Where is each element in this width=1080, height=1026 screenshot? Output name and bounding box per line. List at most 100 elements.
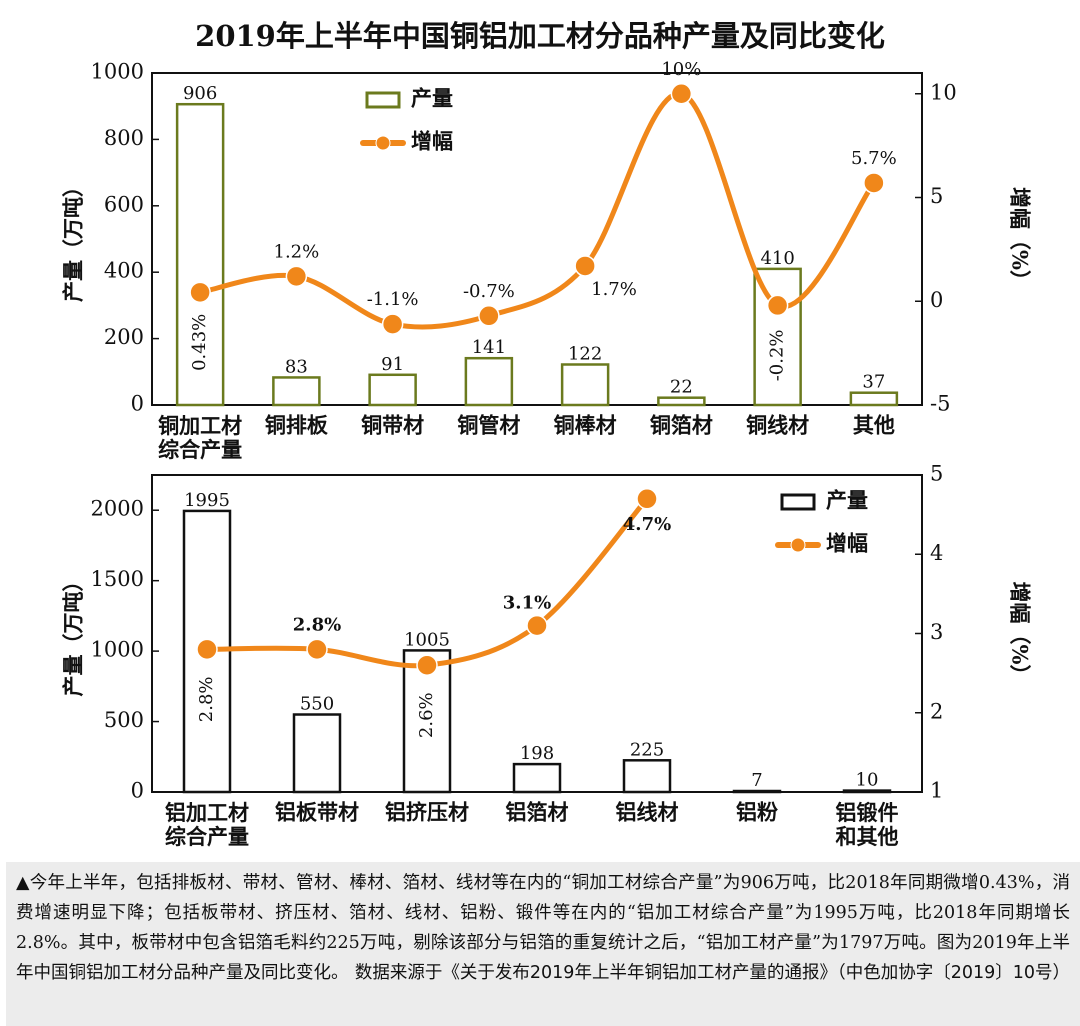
growth-point <box>670 83 693 105</box>
y-tick-label: 800 <box>104 126 144 150</box>
caption-box: ▲今年上半年，包括排板材、带材、管材、棒材、箔材、线材等在内的“铜加工材综合产量… <box>6 862 1080 1026</box>
growth-label: 2.8% <box>293 614 341 635</box>
growth-point <box>636 488 658 510</box>
x-tick-label: 其他 <box>853 413 895 438</box>
x-tick-label-line: 铜加工材 <box>158 413 242 438</box>
legend-swatch <box>790 537 806 553</box>
legend-swatch <box>365 91 401 109</box>
plot-frame <box>151 72 923 406</box>
x-tick-label: 铜线材 <box>746 413 809 438</box>
bar <box>753 267 802 407</box>
growth-label: 1.2% <box>274 241 320 262</box>
x-tick-label-line: 综合产量 <box>165 824 249 849</box>
bar-label: 141 <box>472 337 506 358</box>
growth-point <box>416 654 438 676</box>
y-axis-label: 产量（万吨） <box>61 176 86 302</box>
growth-label: -0.7% <box>463 281 515 302</box>
y-tick-label: 400 <box>104 259 144 283</box>
growth-label: 2.6% <box>416 692 437 738</box>
bar <box>842 789 892 794</box>
bar-label: 225 <box>630 739 664 760</box>
bar-label: 122 <box>568 343 602 364</box>
bar-label: 22 <box>670 377 693 398</box>
growth-label: 0.43% <box>189 314 210 371</box>
growth-point <box>574 255 596 277</box>
bar <box>560 363 610 407</box>
x-tick-label: 铜带材 <box>361 413 424 438</box>
y2-tick-label: 1 <box>930 779 943 803</box>
x-tick-label: 铝线材 <box>616 800 679 825</box>
growth-label: 5.7% <box>851 148 897 169</box>
x-tick-label-line: 综合产量 <box>158 437 242 462</box>
legend-label: 产量 <box>411 86 453 111</box>
x-tick-label: 铜棒材 <box>554 413 617 438</box>
bar <box>512 762 562 794</box>
x-tick-label: 铝板带材 <box>275 800 359 825</box>
x-tick-label-line: 铝锻件 <box>836 800 899 825</box>
bar-label: 198 <box>520 743 554 764</box>
bar-label: 37 <box>862 372 885 393</box>
growth-label: 2.8% <box>196 676 217 722</box>
legend-label: 产量 <box>826 488 868 513</box>
growth-point <box>306 638 328 661</box>
y2-axis-label: 增幅（%） <box>1008 582 1033 686</box>
bar-label: 83 <box>285 356 308 377</box>
bar <box>292 713 342 794</box>
y-tick-label: 200 <box>104 325 144 349</box>
growth-label: 4.7% <box>623 514 671 535</box>
x-tick-label: 铜加工材综合产量 <box>158 413 242 462</box>
y-tick-label: 600 <box>104 192 144 216</box>
legend-swatch <box>375 135 391 151</box>
bar-label: 410 <box>760 248 794 269</box>
x-tick-label: 铝加工材综合产量 <box>165 800 249 849</box>
y2-axis-label: 增幅（%） <box>1008 187 1033 291</box>
growth-point <box>478 305 500 327</box>
y-tick-label: 0 <box>131 392 144 416</box>
bar-label: 10 <box>856 770 879 791</box>
y2-tick-label: 10 <box>930 80 957 104</box>
growth-point <box>863 172 885 194</box>
bar <box>175 102 225 407</box>
growth-point <box>381 313 404 335</box>
y2-tick-label: 2 <box>930 699 943 723</box>
growth-label: 10% <box>661 59 701 80</box>
y-tick-label: 2000 <box>91 497 144 521</box>
legend-swatch <box>780 493 816 511</box>
bar-label: 91 <box>381 354 404 375</box>
growth-point <box>766 294 789 317</box>
growth-label: 1.7% <box>591 279 637 300</box>
y-axis-label: 产量（万吨） <box>61 571 86 697</box>
bar <box>272 376 321 407</box>
y2-tick-label: 5 <box>930 184 943 208</box>
chart-title: 2019年上半年中国铜铝加工材分品种产量及同比变化 <box>195 19 885 53</box>
y2-tick-label: 3 <box>930 620 943 644</box>
y2-tick-label: 4 <box>930 541 943 565</box>
y2-tick-label: -5 <box>930 392 950 416</box>
x-tick-label: 铜排板 <box>265 413 329 438</box>
bar-label: 7 <box>751 770 762 791</box>
x-tick-label: 铝挤压材 <box>385 800 469 825</box>
x-tick-label: 铝箔材 <box>506 800 569 825</box>
legend-label: 增幅 <box>826 531 868 556</box>
x-tick-label-line: 和其他 <box>836 824 899 849</box>
bar <box>368 373 417 407</box>
source: 数据来源于《关于发布2019年上半年铜铝加工材产量的通报》（中色加协字〔2019… <box>354 963 1070 983</box>
y-tick-label: 0 <box>131 779 144 803</box>
x-tick-label: 铜管材 <box>457 413 520 438</box>
growth-point <box>285 265 308 288</box>
growth-label: -0.2% <box>767 329 788 381</box>
bar-label: 1005 <box>404 629 450 650</box>
growth-point <box>189 281 211 304</box>
bar <box>464 356 514 407</box>
x-tick-label-line: 铝加工材 <box>165 800 249 825</box>
x-tick-label: 铝锻件和其他 <box>836 800 899 849</box>
y-tick-label: 1000 <box>91 638 144 662</box>
bar <box>732 789 782 794</box>
y2-tick-label: 0 <box>930 288 943 312</box>
legend-label: 增幅 <box>411 129 453 154</box>
y-tick-label: 1000 <box>91 60 144 84</box>
bar <box>622 759 672 794</box>
caption: ▲今年上半年，包括排板材、带材、管材、棒材、箔材、线材等在内的“铜加工材综合产量… <box>16 873 1070 983</box>
chart: 2019年上半年中国铜铝加工材分品种产量及同比变化020040060080010… <box>61 19 1033 849</box>
y-tick-label: 500 <box>104 708 144 732</box>
